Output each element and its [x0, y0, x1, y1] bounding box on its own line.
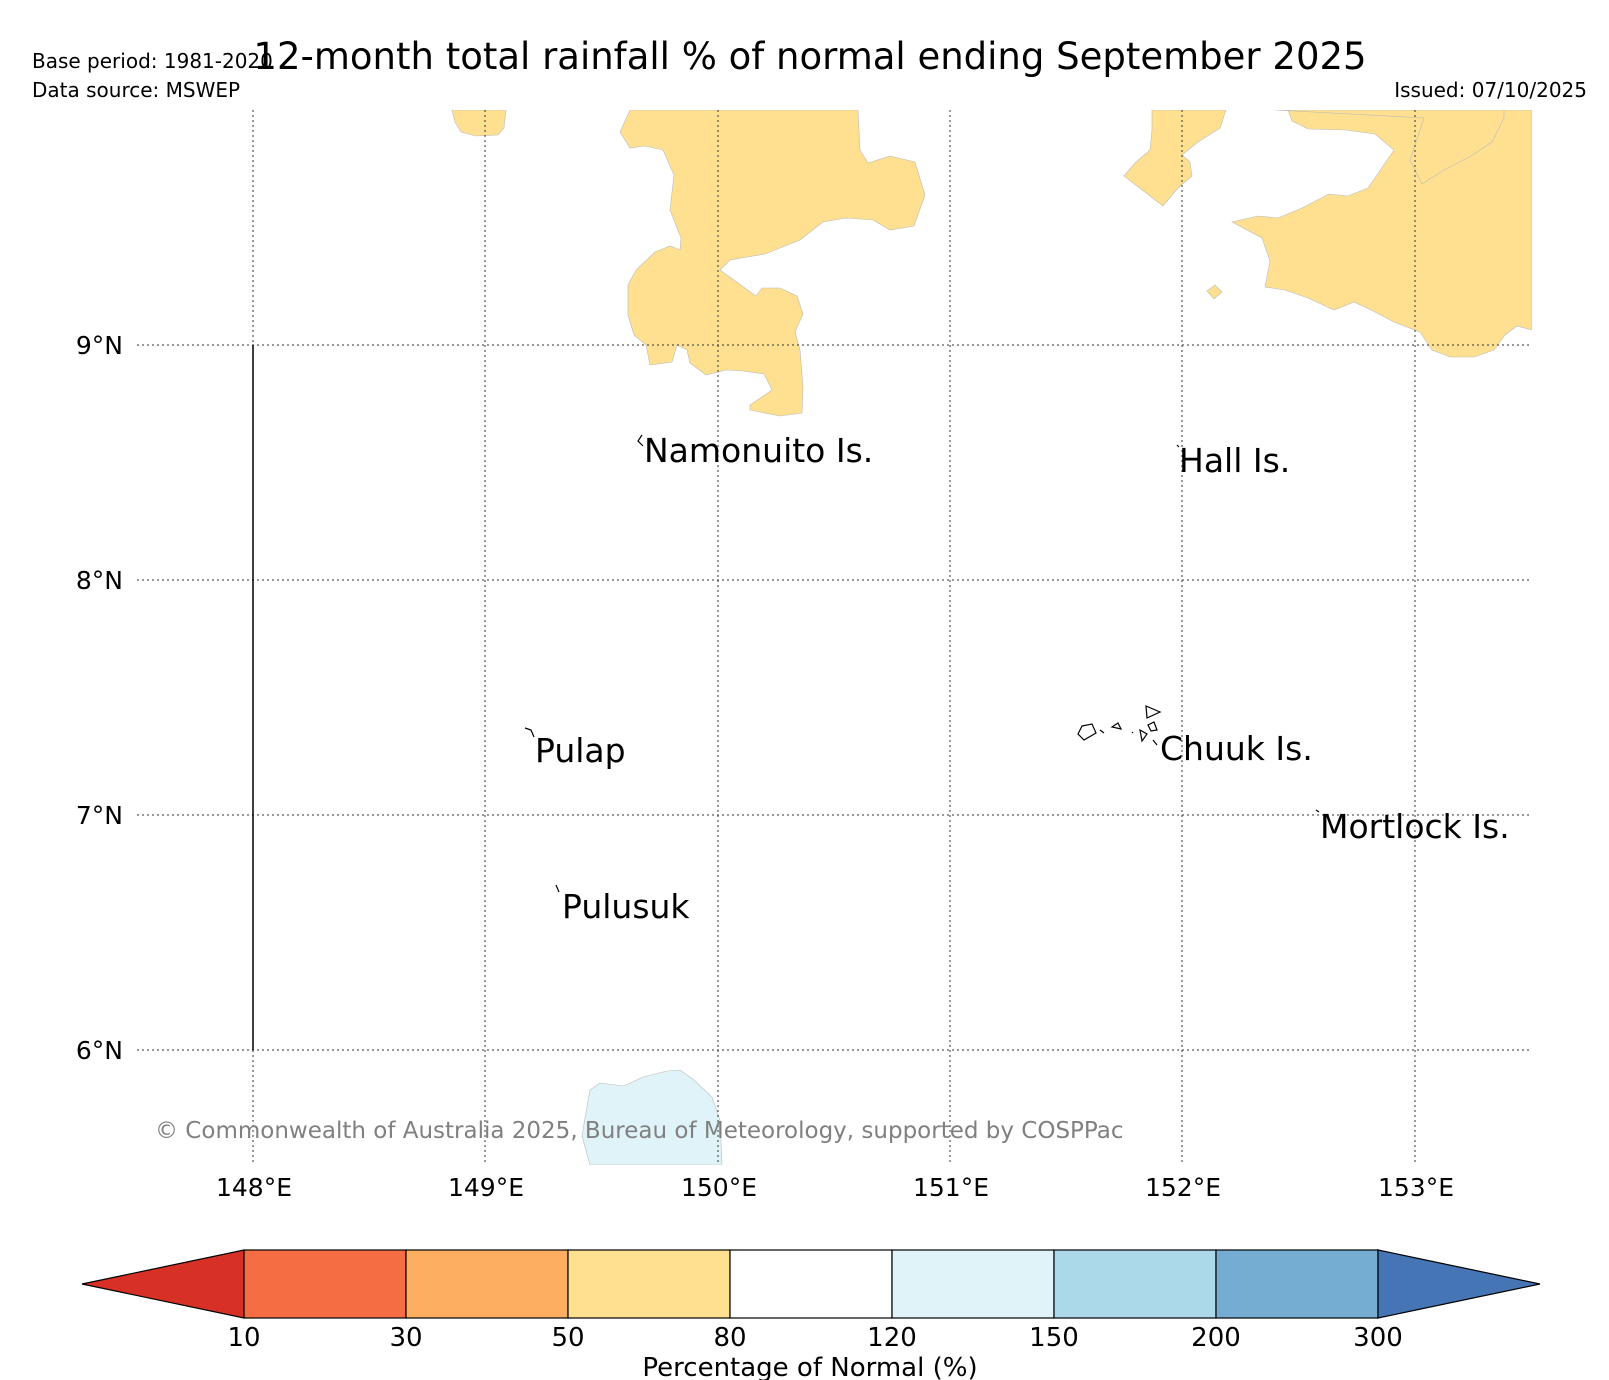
colorbar-bin-120-150 [891, 1249, 1055, 1319]
lat-label: 8°N [76, 566, 123, 595]
issued-date: Issued: 07/10/2025 [1394, 78, 1587, 102]
lon-label: 148°E [216, 1173, 292, 1202]
colorbar-ticks: 10 30 50 80 120 150 200 300 [227, 1323, 1402, 1353]
pulap-island-icon [524, 727, 535, 738]
colorbar-bin-150-200 [1053, 1249, 1217, 1319]
colorbar-extend-low [81, 1249, 245, 1319]
hall-island-icon [1176, 444, 1180, 448]
lon-label: 149°E [448, 1173, 524, 1202]
colorbar-bin-80-120 [729, 1249, 893, 1319]
colorbar-bin-200-300 [1215, 1249, 1379, 1319]
island-outlines [524, 434, 1320, 893]
label-chuuk: Chuuk Is. [1160, 729, 1313, 768]
label-pulusuk: Pulusuk [562, 887, 690, 926]
colorbar [81, 1249, 1541, 1319]
colorbar-bin-30-50 [405, 1249, 569, 1319]
lon-label: 150°E [681, 1173, 757, 1202]
map-panel: Namonuito Is. Hall Is. Pulap Chuuk Is. M… [137, 110, 1532, 1165]
rainfall-region-50-80-north-central [619, 110, 926, 417]
colorbar-tick: 200 [1191, 1323, 1241, 1353]
longitude-labels: 148°E 149°E 150°E 151°E 152°E 153°E [216, 1173, 1454, 1202]
label-hall: Hall Is. [1179, 441, 1290, 480]
colorbar-tick: 50 [551, 1323, 584, 1353]
latitude-labels: 9°N 8°N 7°N 6°N [76, 331, 123, 1065]
lat-label: 6°N [76, 1036, 123, 1065]
colorbar-tick: 30 [389, 1323, 422, 1353]
lat-label: 9°N [76, 331, 123, 360]
rainfall-region-120-150 [581, 1069, 723, 1165]
colorbar-extend-high [1377, 1249, 1541, 1319]
lon-label: 151°E [913, 1173, 989, 1202]
rainfall-region-50-80-northeast-arm [1123, 110, 1227, 207]
rainfall-region-50-80-small [451, 110, 507, 137]
map-title: 12-month total rainfall % of normal endi… [253, 35, 1366, 78]
lat-label: 7°N [76, 801, 123, 830]
colorbar-tick: 80 [713, 1323, 746, 1353]
lon-label: 153°E [1378, 1173, 1454, 1202]
rainfall-region-50-80-east [1231, 110, 1532, 358]
colorbar-tick: 10 [227, 1323, 260, 1353]
base-period: Base period: 1981-2020 [32, 49, 273, 73]
colorbar-tick: 120 [867, 1323, 917, 1353]
colorbar-label: Percentage of Normal (%) [642, 1353, 977, 1380]
lon-label: 152°E [1145, 1173, 1221, 1202]
label-mortlock: Mortlock Is. [1320, 807, 1510, 846]
colorbar-tick: 300 [1353, 1323, 1403, 1353]
namonuito-island-icon [637, 434, 644, 447]
data-source: Data source: MSWEP [32, 78, 240, 102]
colorbar-bin-10-30 [243, 1249, 407, 1319]
gridlines [137, 110, 1532, 1165]
rainfall-region-50-80-islet [1206, 284, 1223, 300]
colorbar-tick: 150 [1029, 1323, 1079, 1353]
pulusuk-island-icon [555, 884, 560, 893]
chuuk-island-icon [1077, 705, 1162, 746]
label-namonuito: Namonuito Is. [644, 431, 873, 470]
copyright-notice: © Commonwealth of Australia 2025, Bureau… [155, 1118, 1124, 1144]
mortlock-island-icon [1315, 809, 1320, 813]
colorbar-bin-50-80 [567, 1249, 731, 1319]
label-pulap: Pulap [535, 731, 626, 770]
